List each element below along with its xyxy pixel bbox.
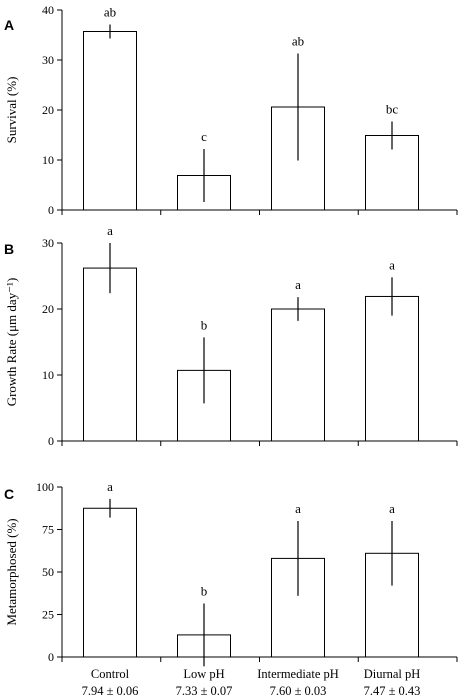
x-category-ph-value: 7.94 ± 0.06: [82, 684, 139, 698]
panel-letter: B: [4, 241, 14, 257]
bar: [365, 295, 419, 442]
panel-letter: C: [4, 486, 14, 502]
bar-significance-label: a: [295, 277, 301, 292]
y-axis-label: Metamorphosed (%): [4, 518, 19, 625]
y-tick-label: 0: [48, 203, 54, 217]
y-tick-label: 0: [48, 434, 54, 448]
bar-significance-label: a: [107, 479, 113, 494]
bar-significance-label: b: [201, 583, 208, 598]
y-axis-label: Growth Rate (μm day⁻¹): [4, 278, 19, 407]
panel-a: A Survival (%) 0 10 20 30 40 ab c ab bc: [4, 3, 458, 217]
y-tick-label: 10: [42, 153, 54, 167]
bar-significance-label: c: [201, 129, 207, 144]
bar-significance-label: a: [389, 501, 395, 516]
x-category-label: Low pH: [183, 667, 224, 681]
y-tick-label: 20: [42, 302, 54, 316]
bar-significance-label: a: [295, 501, 301, 516]
panel-letter: A: [4, 17, 14, 33]
y-axis-label: Survival (%): [4, 77, 19, 144]
x-axis-labels: Control 7.94 ± 0.06 Low pH 7.33 ± 0.07 Inter…: [82, 667, 421, 698]
panel-c: C Metamorphosed (%) 0 25 50 75 100 a b a a: [4, 479, 458, 667]
bar: [83, 267, 137, 442]
x-category-label: Intermediate pH: [257, 667, 339, 681]
x-category-ph-value: 7.60 ± 0.03: [270, 684, 327, 698]
bar: [271, 308, 325, 442]
x-category-label: Diurnal pH: [364, 667, 421, 681]
bar-significance-label: bc: [386, 102, 399, 117]
panel-b: B Growth Rate (μm day⁻¹) 0 10 20 30 a b a a: [4, 223, 458, 448]
bar-significance-label: a: [389, 257, 395, 272]
y-tick-label: 30: [42, 53, 54, 67]
y-tick-label: 20: [42, 103, 54, 117]
y-tick-label: 0: [48, 650, 54, 664]
y-tick-label: 75: [42, 523, 54, 537]
bar-significance-label: b: [201, 317, 208, 332]
x-category-ph-value: 7.33 ± 0.07: [176, 684, 233, 698]
y-tick-label: 30: [42, 236, 54, 250]
bar: [83, 31, 137, 211]
x-category-ph-value: 7.47 ± 0.43: [364, 684, 421, 698]
y-tick-label: 25: [42, 608, 54, 622]
bar-significance-label: ab: [104, 5, 116, 20]
y-tick-label: 50: [42, 565, 54, 579]
bar: [83, 507, 137, 658]
x-category-label: Control: [91, 667, 130, 681]
y-tick-label: 40: [42, 3, 54, 17]
bar-significance-label: a: [107, 223, 113, 238]
y-tick-label: 100: [36, 480, 54, 494]
bar-significance-label: ab: [292, 34, 304, 49]
y-tick-label: 10: [42, 368, 54, 382]
